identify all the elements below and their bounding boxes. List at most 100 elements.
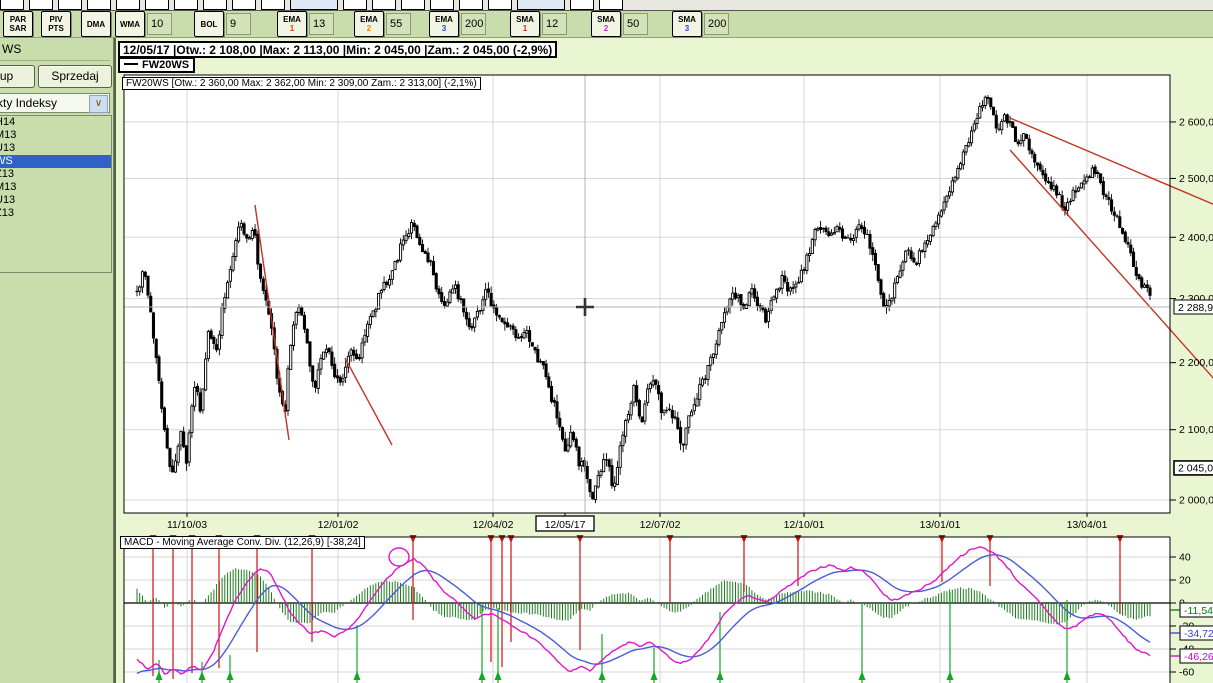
sidebar-symbol-label: WS	[0, 40, 110, 61]
indicator-button-label: SMA	[597, 15, 615, 24]
buy-arrow-icon	[1063, 671, 1071, 680]
indicator-button-ema3[interactable]: EMA 3	[429, 11, 459, 37]
cutoff-toolbar-button[interactable]	[203, 0, 227, 10]
indicator-button-wma[interactable]: WMA	[115, 11, 145, 37]
buy-arrow-icon	[716, 671, 724, 680]
macd-tick-label: 20	[1179, 575, 1191, 587]
date-tick-label: 11/10/03	[167, 519, 207, 531]
buy-arrow-icon	[478, 671, 486, 680]
macd-histogram	[136, 568, 1151, 625]
instrument-list-item[interactable]: U13	[0, 194, 16, 206]
indicator-button-label: 3	[684, 24, 690, 33]
indicator-button-sma2[interactable]: SMA 2	[591, 11, 621, 37]
instrument-list-item[interactable]: Z13	[0, 168, 14, 180]
date-tick-label: 12/01/02	[318, 519, 359, 531]
indicator-button-sma1[interactable]: SMA 1	[510, 11, 540, 37]
upper-toolbar-cutoff	[0, 0, 1213, 11]
macd-header: MACD - Moving Average Conv. Div. (12,26,…	[120, 536, 365, 549]
cutoff-toolbar-button[interactable]	[29, 0, 53, 10]
date-tick-label: 12/07/02	[640, 519, 681, 531]
buy-arrow-icon	[155, 671, 163, 680]
cutoff-toolbar-button[interactable]	[0, 0, 24, 10]
macd-readout-frame	[1179, 602, 1213, 618]
indicator-button-ema1[interactable]: EMA 1	[277, 11, 307, 37]
date-boxed-label-frame	[535, 515, 595, 532]
cutoff-toolbar-button[interactable]	[261, 0, 285, 10]
indicator-button-dma[interactable]: DMA	[81, 11, 111, 37]
cutoff-toolbar-button[interactable]	[372, 0, 396, 10]
indicator-button-bol[interactable]: BOL	[194, 11, 224, 37]
indicator-button-label: EMA	[360, 15, 378, 24]
buy-arrow-icon	[226, 671, 234, 680]
cutoff-toolbar-button[interactable]	[570, 0, 594, 10]
cutoff-toolbar-button[interactable]	[430, 0, 454, 10]
buy-arrow-icon	[858, 671, 866, 680]
trendline[interactable]	[344, 357, 393, 446]
indicator-button-parsar[interactable]: PAR SAR	[3, 11, 33, 37]
cutoff-toolbar-button[interactable]	[116, 0, 140, 10]
cutoff-toolbar-button[interactable]	[174, 0, 198, 10]
buy-button[interactable]: up	[0, 65, 35, 88]
candles-down	[143, 97, 1152, 500]
indicator-period-field[interactable]: 200	[704, 13, 729, 35]
chart-panel: 2 600,002 500,002 400,002 300,002 200,00…	[114, 38, 1213, 683]
ohlc-info-bar: 12/05/17 |Otw.: 2 108,00 |Max: 2 113,00 …	[118, 41, 558, 58]
cutoff-toolbar-button[interactable]	[488, 0, 512, 10]
cutoff-toolbar-button[interactable]	[343, 0, 367, 10]
trendline[interactable]	[254, 204, 290, 441]
cutoff-toolbar-button[interactable]	[58, 0, 82, 10]
cutoff-toolbar-button[interactable]	[599, 0, 623, 10]
indicator-period-field[interactable]: 10	[147, 13, 172, 35]
indicator-period-field[interactable]: 9	[226, 13, 251, 35]
macd-tick-label: -60	[1179, 667, 1194, 679]
price-tick-label: 2 400,00	[1179, 232, 1213, 244]
cutoff-toolbar-button[interactable]	[459, 0, 483, 10]
indicator-button-label: PAR	[9, 15, 27, 24]
indicator-period-field[interactable]: 200	[461, 13, 486, 35]
cutoff-toolbar-button[interactable]	[290, 0, 338, 10]
indicator-period-field[interactable]: 13	[309, 13, 334, 35]
crosshair-cursor-icon	[576, 298, 594, 316]
cutoff-toolbar-button[interactable]	[517, 0, 565, 10]
instrument-group-dropdown[interactable]: kty Indeksy ∨	[0, 93, 110, 113]
indicator-period-field[interactable]: 55	[386, 13, 411, 35]
chart-title: FW20WS [Otw.: 2 360,00 Max: 2 362,00 Min…	[122, 77, 481, 90]
instrument-list-item[interactable]: M13	[0, 181, 17, 193]
sell-button[interactable]: Sprzedaj	[38, 65, 112, 88]
chart-canvas[interactable]: 2 600,002 500,002 400,002 300,002 200,00…	[116, 38, 1213, 683]
cutoff-toolbar-button[interactable]	[87, 0, 111, 10]
macd-plot-background[interactable]	[124, 537, 1170, 683]
cutoff-toolbar-button[interactable]	[401, 0, 425, 10]
price-tick-label: 2 500,00	[1179, 173, 1213, 185]
cutoff-toolbar-button[interactable]	[232, 0, 256, 10]
instrument-list-item[interactable]: Z13	[0, 207, 14, 219]
instrument-list-item[interactable]: M13	[0, 129, 17, 141]
date-tick-label: 12/04/02	[473, 519, 514, 531]
buy-arrow-icon	[598, 671, 606, 680]
price-plot-background[interactable]	[124, 75, 1170, 513]
macd-readout-frame	[1179, 648, 1213, 664]
price-tick-label: 2 600,00	[1179, 116, 1213, 128]
instrument-list-item[interactable]: WS	[0, 155, 111, 168]
macd-line	[136, 546, 1151, 675]
price-boxed-label-frame	[1173, 299, 1213, 315]
candles-up	[135, 96, 1147, 500]
trendline[interactable]	[1009, 117, 1213, 205]
indicator-button-label: SMA	[678, 15, 696, 24]
indicator-period-field[interactable]: 12	[542, 13, 567, 35]
macd-readout-macd: -46,26	[1184, 651, 1213, 663]
macd-readout-signal: -34,72	[1184, 628, 1213, 640]
trendline[interactable]	[1009, 149, 1213, 380]
indicator-button-label: PIV	[49, 15, 63, 24]
buy-arrow-icon	[494, 671, 502, 680]
legend-line-swatch	[124, 63, 138, 66]
chevron-down-icon[interactable]: ∨	[89, 95, 108, 113]
indicator-button-pivpts[interactable]: PIV PTS	[41, 11, 71, 37]
cutoff-toolbar-button[interactable]	[145, 0, 169, 10]
instrument-list-item[interactable]: H14	[0, 116, 16, 128]
indicator-button-sma3[interactable]: SMA 3	[672, 11, 702, 37]
indicator-period-field[interactable]: 50	[623, 13, 648, 35]
instrument-list-item[interactable]: U13	[0, 142, 16, 154]
indicator-button-ema2[interactable]: EMA 2	[354, 11, 384, 37]
